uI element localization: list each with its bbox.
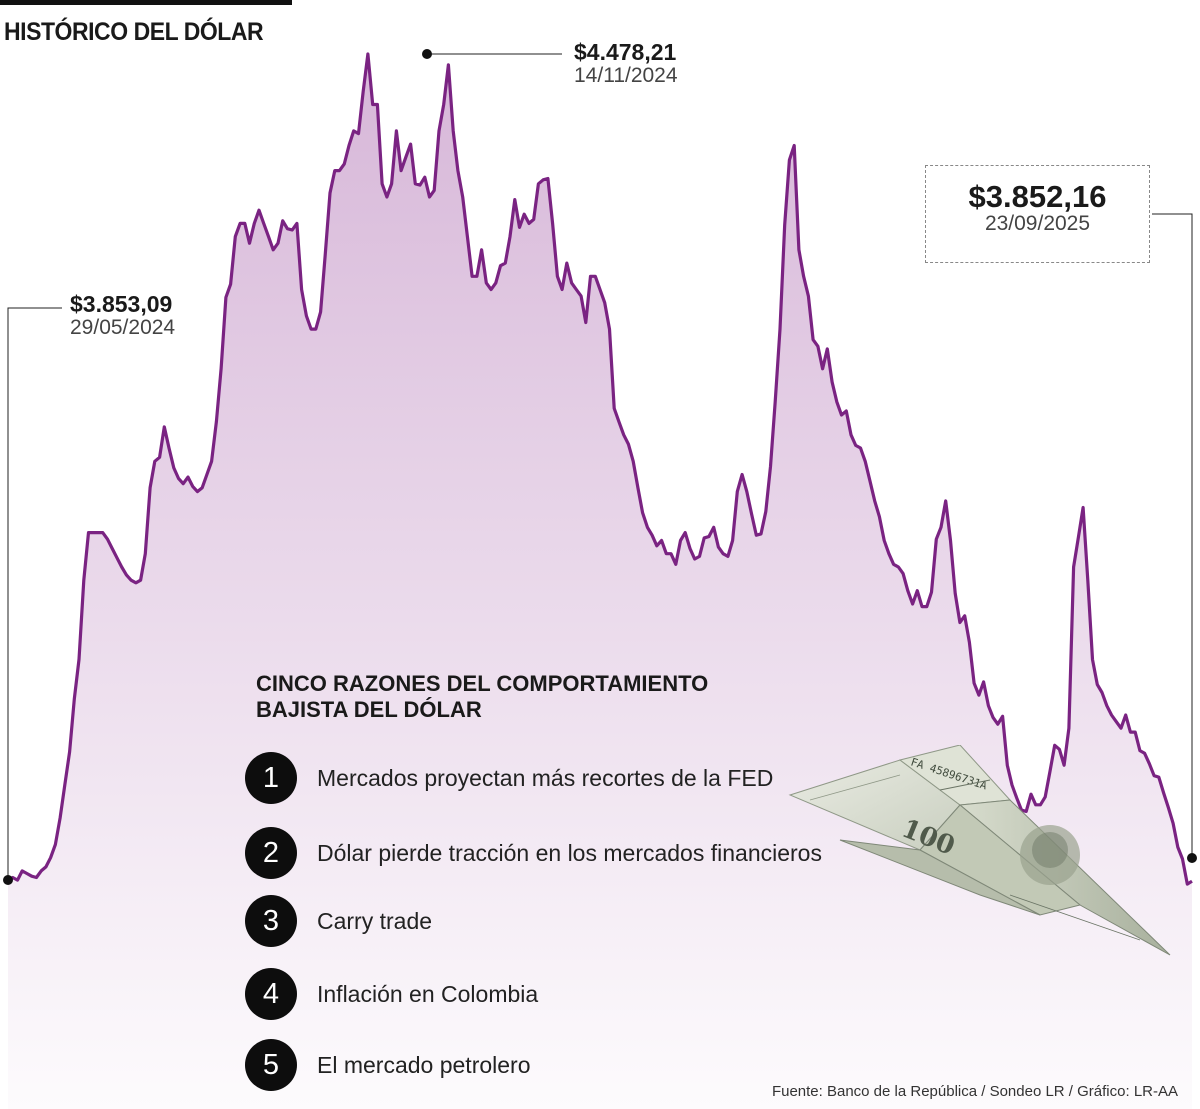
reason-number-badge: 5 — [245, 1039, 297, 1091]
reasons-title: CINCO RAZONES DEL COMPORTAMIENTO BAJISTA… — [256, 671, 709, 722]
end-point-marker — [1187, 853, 1197, 863]
reason-number-badge: 3 — [245, 895, 297, 947]
max-annotation: $4.478,21 14/11/2024 — [574, 40, 678, 88]
reason-number-badge: 2 — [245, 827, 297, 879]
reason-item: 5 El mercado petrolero — [245, 1039, 531, 1091]
reason-text: El mercado petrolero — [317, 1051, 531, 1078]
title-bar — [0, 0, 292, 5]
price-line — [7, 52, 1193, 886]
reason-item: 1 Mercados proyectan más recortes de la … — [245, 752, 773, 804]
max-date: 14/11/2024 — [574, 63, 678, 87]
reason-text: Mercados proyectan más recortes de la FE… — [317, 764, 774, 791]
end-leader-line — [1152, 213, 1193, 856]
reason-text: Dólar pierde tracción en los mercados fi… — [317, 839, 822, 866]
reason-text: Carry trade — [317, 907, 433, 934]
max-point-marker — [422, 49, 432, 59]
start-point-marker — [3, 875, 13, 885]
reason-item: 4 Inflación en Colombia — [245, 968, 538, 1020]
reason-number-badge: 1 — [245, 752, 297, 804]
source-note: Fuente: Banco de la República / Sondeo L… — [771, 1083, 1178, 1100]
end-date: 23/09/2025 — [984, 212, 1091, 236]
reason-item: 3 Carry trade — [245, 895, 432, 947]
start-value: $3.853,09 — [70, 291, 173, 317]
price-area — [8, 54, 1192, 1109]
dollar-paper-plane-icon: 100 FA 45896731A — [788, 745, 1171, 956]
reason-item: 2 Dólar pierde tracción en los mercados … — [245, 827, 822, 879]
chart-title: HISTÓRICO DEL DÓLAR — [4, 18, 264, 46]
reason-text: Inflación en Colombia — [317, 980, 539, 1007]
end-value: $3.852,16 — [968, 179, 1107, 214]
start-leader-line — [7, 307, 62, 880]
start-date: 29/05/2024 — [70, 315, 176, 339]
reason-number-badge: 4 — [245, 968, 297, 1020]
start-annotation: $3.853,09 29/05/2024 — [70, 292, 175, 340]
max-value: $4.478,21 — [574, 39, 677, 65]
end-annotation-box: $3.852,16 23/09/2025 — [925, 165, 1150, 263]
